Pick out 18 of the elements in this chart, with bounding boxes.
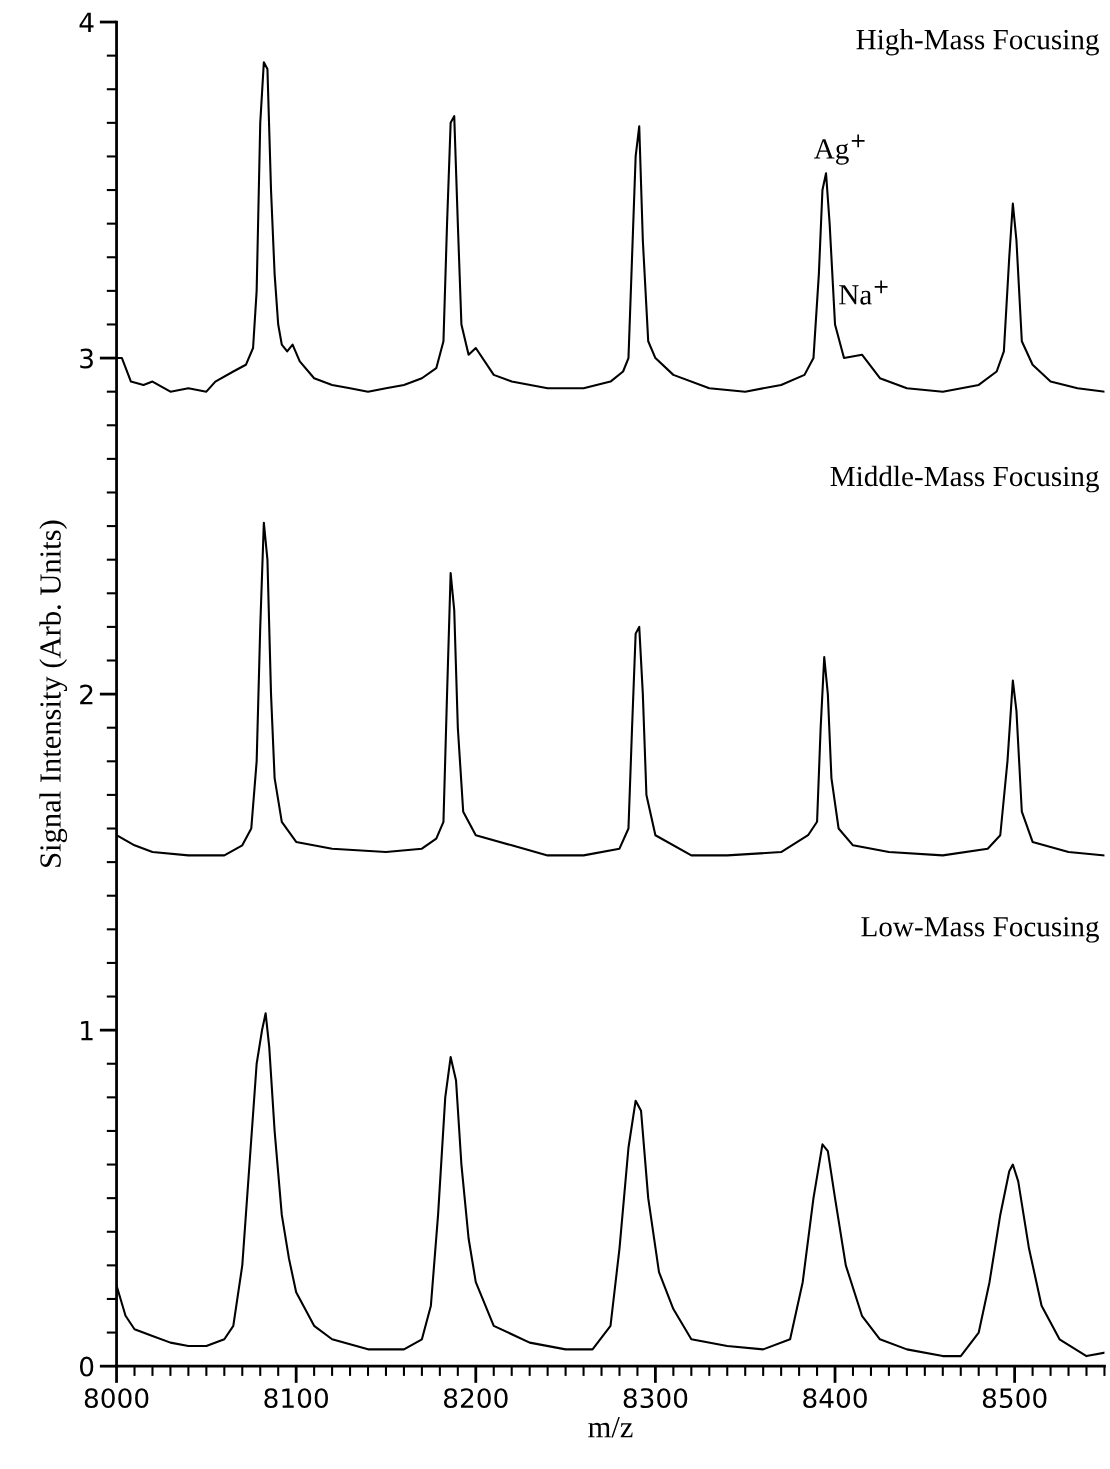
y-tick-label: 3 [80, 348, 93, 369]
x-tick-label: 8000 [84, 1388, 149, 1409]
x-tick-label: 8300 [623, 1388, 688, 1409]
annotation: Ag$^{+}$ [813, 134, 865, 165]
y-tick-label: 0 [79, 1356, 94, 1377]
x-tick-label: 8200 [444, 1388, 508, 1409]
y-tick-label: 2 [80, 684, 93, 705]
x-tick-label: 8100 [264, 1388, 328, 1409]
y-axis-title: Signal Intensity (Arb. Units) [39, 520, 68, 867]
annotation: Na$^{+}$ [839, 280, 888, 305]
x-tick-label: 8400 [803, 1388, 867, 1409]
x-tick-label: 8500 [982, 1388, 1047, 1409]
annotation: Middle-Mass Focusing [830, 465, 1099, 493]
annotation: Low-Mass Focusing [861, 916, 1099, 943]
y-tick-label: 1 [81, 1020, 93, 1041]
annotation: High-Mass Focusing [856, 28, 1099, 56]
y-tick-label: 4 [79, 12, 94, 33]
x-axis-title: m/z [588, 1417, 633, 1438]
